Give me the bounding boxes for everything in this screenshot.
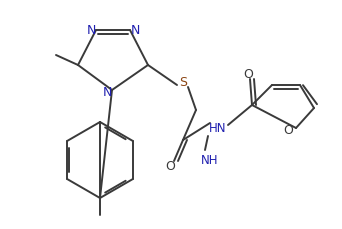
Text: S: S	[179, 76, 187, 90]
Text: HN: HN	[209, 122, 227, 134]
Text: O: O	[283, 123, 293, 136]
Text: NH: NH	[201, 153, 219, 166]
Text: N: N	[130, 25, 140, 38]
Text: O: O	[243, 68, 253, 82]
Text: N: N	[102, 85, 112, 98]
Text: N: N	[86, 25, 96, 38]
Text: O: O	[165, 161, 175, 174]
